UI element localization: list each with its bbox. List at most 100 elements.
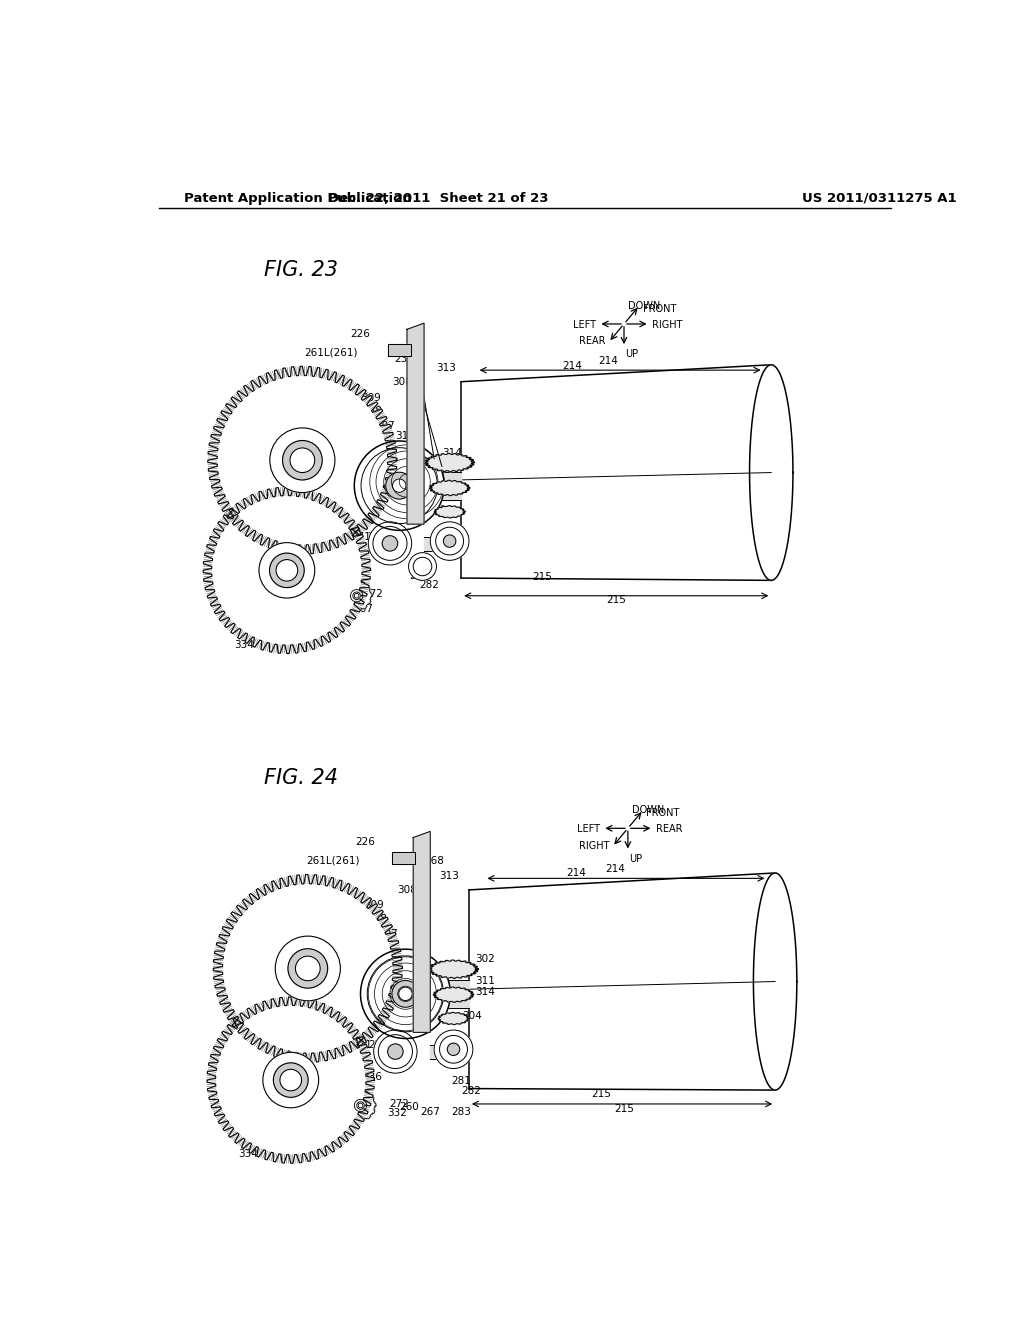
Text: 303: 303	[364, 1014, 383, 1024]
Polygon shape	[414, 832, 430, 1032]
Circle shape	[270, 428, 335, 492]
Text: 338: 338	[362, 407, 382, 416]
Circle shape	[353, 593, 360, 599]
Text: 310: 310	[356, 478, 376, 488]
Text: REAR: REAR	[655, 824, 682, 834]
Text: 271: 271	[351, 532, 372, 543]
Text: 313: 313	[436, 363, 456, 372]
Circle shape	[382, 536, 397, 552]
Text: FIG. 23: FIG. 23	[263, 260, 338, 280]
Text: 337: 337	[244, 916, 263, 925]
Text: 282: 282	[462, 1086, 481, 1096]
Circle shape	[354, 441, 444, 531]
Text: 309: 309	[365, 900, 384, 911]
Text: FRONT: FRONT	[643, 304, 676, 314]
Circle shape	[388, 1044, 403, 1059]
Text: 304: 304	[462, 1011, 482, 1022]
Text: UP: UP	[630, 854, 642, 863]
Text: 214: 214	[566, 869, 586, 878]
Text: Dec. 22, 2011  Sheet 21 of 23: Dec. 22, 2011 Sheet 21 of 23	[328, 191, 548, 205]
Text: 334: 334	[234, 640, 254, 649]
Text: REAR: REAR	[579, 337, 605, 346]
Text: 272: 272	[389, 1100, 410, 1109]
Circle shape	[360, 949, 451, 1039]
Text: 283: 283	[437, 529, 458, 539]
Text: 303: 303	[360, 508, 381, 517]
Text: 314: 314	[475, 986, 496, 997]
Polygon shape	[434, 506, 465, 517]
Text: US 2011/0311275 A1: US 2011/0311275 A1	[802, 191, 956, 205]
Text: 308: 308	[392, 376, 412, 387]
Circle shape	[295, 956, 321, 981]
Polygon shape	[207, 997, 375, 1163]
Text: 302: 302	[439, 480, 460, 490]
Text: 215: 215	[591, 1089, 610, 1100]
Circle shape	[392, 479, 406, 492]
Text: 335: 335	[265, 581, 286, 591]
Text: 311: 311	[394, 430, 415, 441]
Text: FRONT: FRONT	[646, 808, 680, 818]
Text: 307: 307	[379, 929, 398, 939]
Text: 214: 214	[605, 865, 625, 874]
Circle shape	[356, 1102, 365, 1109]
Text: 215: 215	[606, 595, 627, 606]
Text: UP: UP	[626, 350, 639, 359]
Polygon shape	[407, 323, 424, 524]
Text: RIGHT: RIGHT	[579, 841, 609, 850]
Circle shape	[430, 521, 469, 561]
Polygon shape	[388, 345, 411, 356]
Circle shape	[273, 1063, 308, 1097]
Circle shape	[447, 1043, 460, 1056]
Text: 307: 307	[376, 421, 395, 430]
Text: 272: 272	[364, 589, 384, 599]
Polygon shape	[345, 1090, 376, 1121]
Text: RIGHT: RIGHT	[652, 319, 682, 330]
Text: 311: 311	[475, 975, 496, 986]
Text: LEFT: LEFT	[577, 824, 600, 834]
Text: 215: 215	[614, 1104, 634, 1114]
Polygon shape	[391, 853, 415, 865]
Polygon shape	[750, 364, 793, 581]
Polygon shape	[424, 471, 461, 499]
Text: 304: 304	[433, 504, 454, 515]
Text: 226: 226	[355, 837, 375, 847]
Text: 283: 283	[452, 1106, 471, 1117]
Text: 314: 314	[442, 449, 462, 458]
Polygon shape	[433, 987, 474, 1002]
Text: 267: 267	[420, 1106, 440, 1117]
Polygon shape	[438, 1012, 469, 1024]
Text: 337: 337	[240, 408, 260, 417]
Polygon shape	[341, 581, 372, 611]
Polygon shape	[429, 480, 470, 496]
Text: FIG. 24: FIG. 24	[263, 768, 338, 788]
Circle shape	[263, 1052, 318, 1107]
Text: 309: 309	[361, 393, 381, 403]
Text: 271: 271	[352, 1040, 372, 1051]
Text: 238: 238	[394, 354, 414, 363]
Text: 260: 260	[349, 589, 369, 599]
Circle shape	[409, 553, 436, 581]
Circle shape	[269, 553, 304, 587]
Polygon shape	[430, 1045, 469, 1059]
Polygon shape	[754, 873, 797, 1090]
Polygon shape	[425, 453, 474, 471]
Polygon shape	[469, 873, 797, 1090]
Text: 334: 334	[239, 1148, 258, 1159]
Text: 333: 333	[358, 446, 378, 455]
Text: 281: 281	[410, 570, 429, 581]
Text: 261L(261): 261L(261)	[306, 855, 360, 866]
Text: Patent Application Publication: Patent Application Publication	[183, 191, 412, 205]
Text: 281: 281	[452, 1076, 471, 1086]
Text: 302: 302	[475, 954, 496, 964]
Circle shape	[288, 949, 328, 989]
Text: 339: 339	[370, 469, 390, 479]
Text: 332: 332	[268, 594, 289, 603]
Circle shape	[443, 535, 456, 548]
Text: 273: 273	[369, 1040, 388, 1051]
Text: 338: 338	[368, 915, 387, 924]
Text: 333: 333	[360, 954, 381, 964]
Text: 308: 308	[397, 884, 417, 895]
Text: 215: 215	[531, 572, 552, 582]
Polygon shape	[208, 367, 397, 554]
Circle shape	[283, 441, 323, 480]
